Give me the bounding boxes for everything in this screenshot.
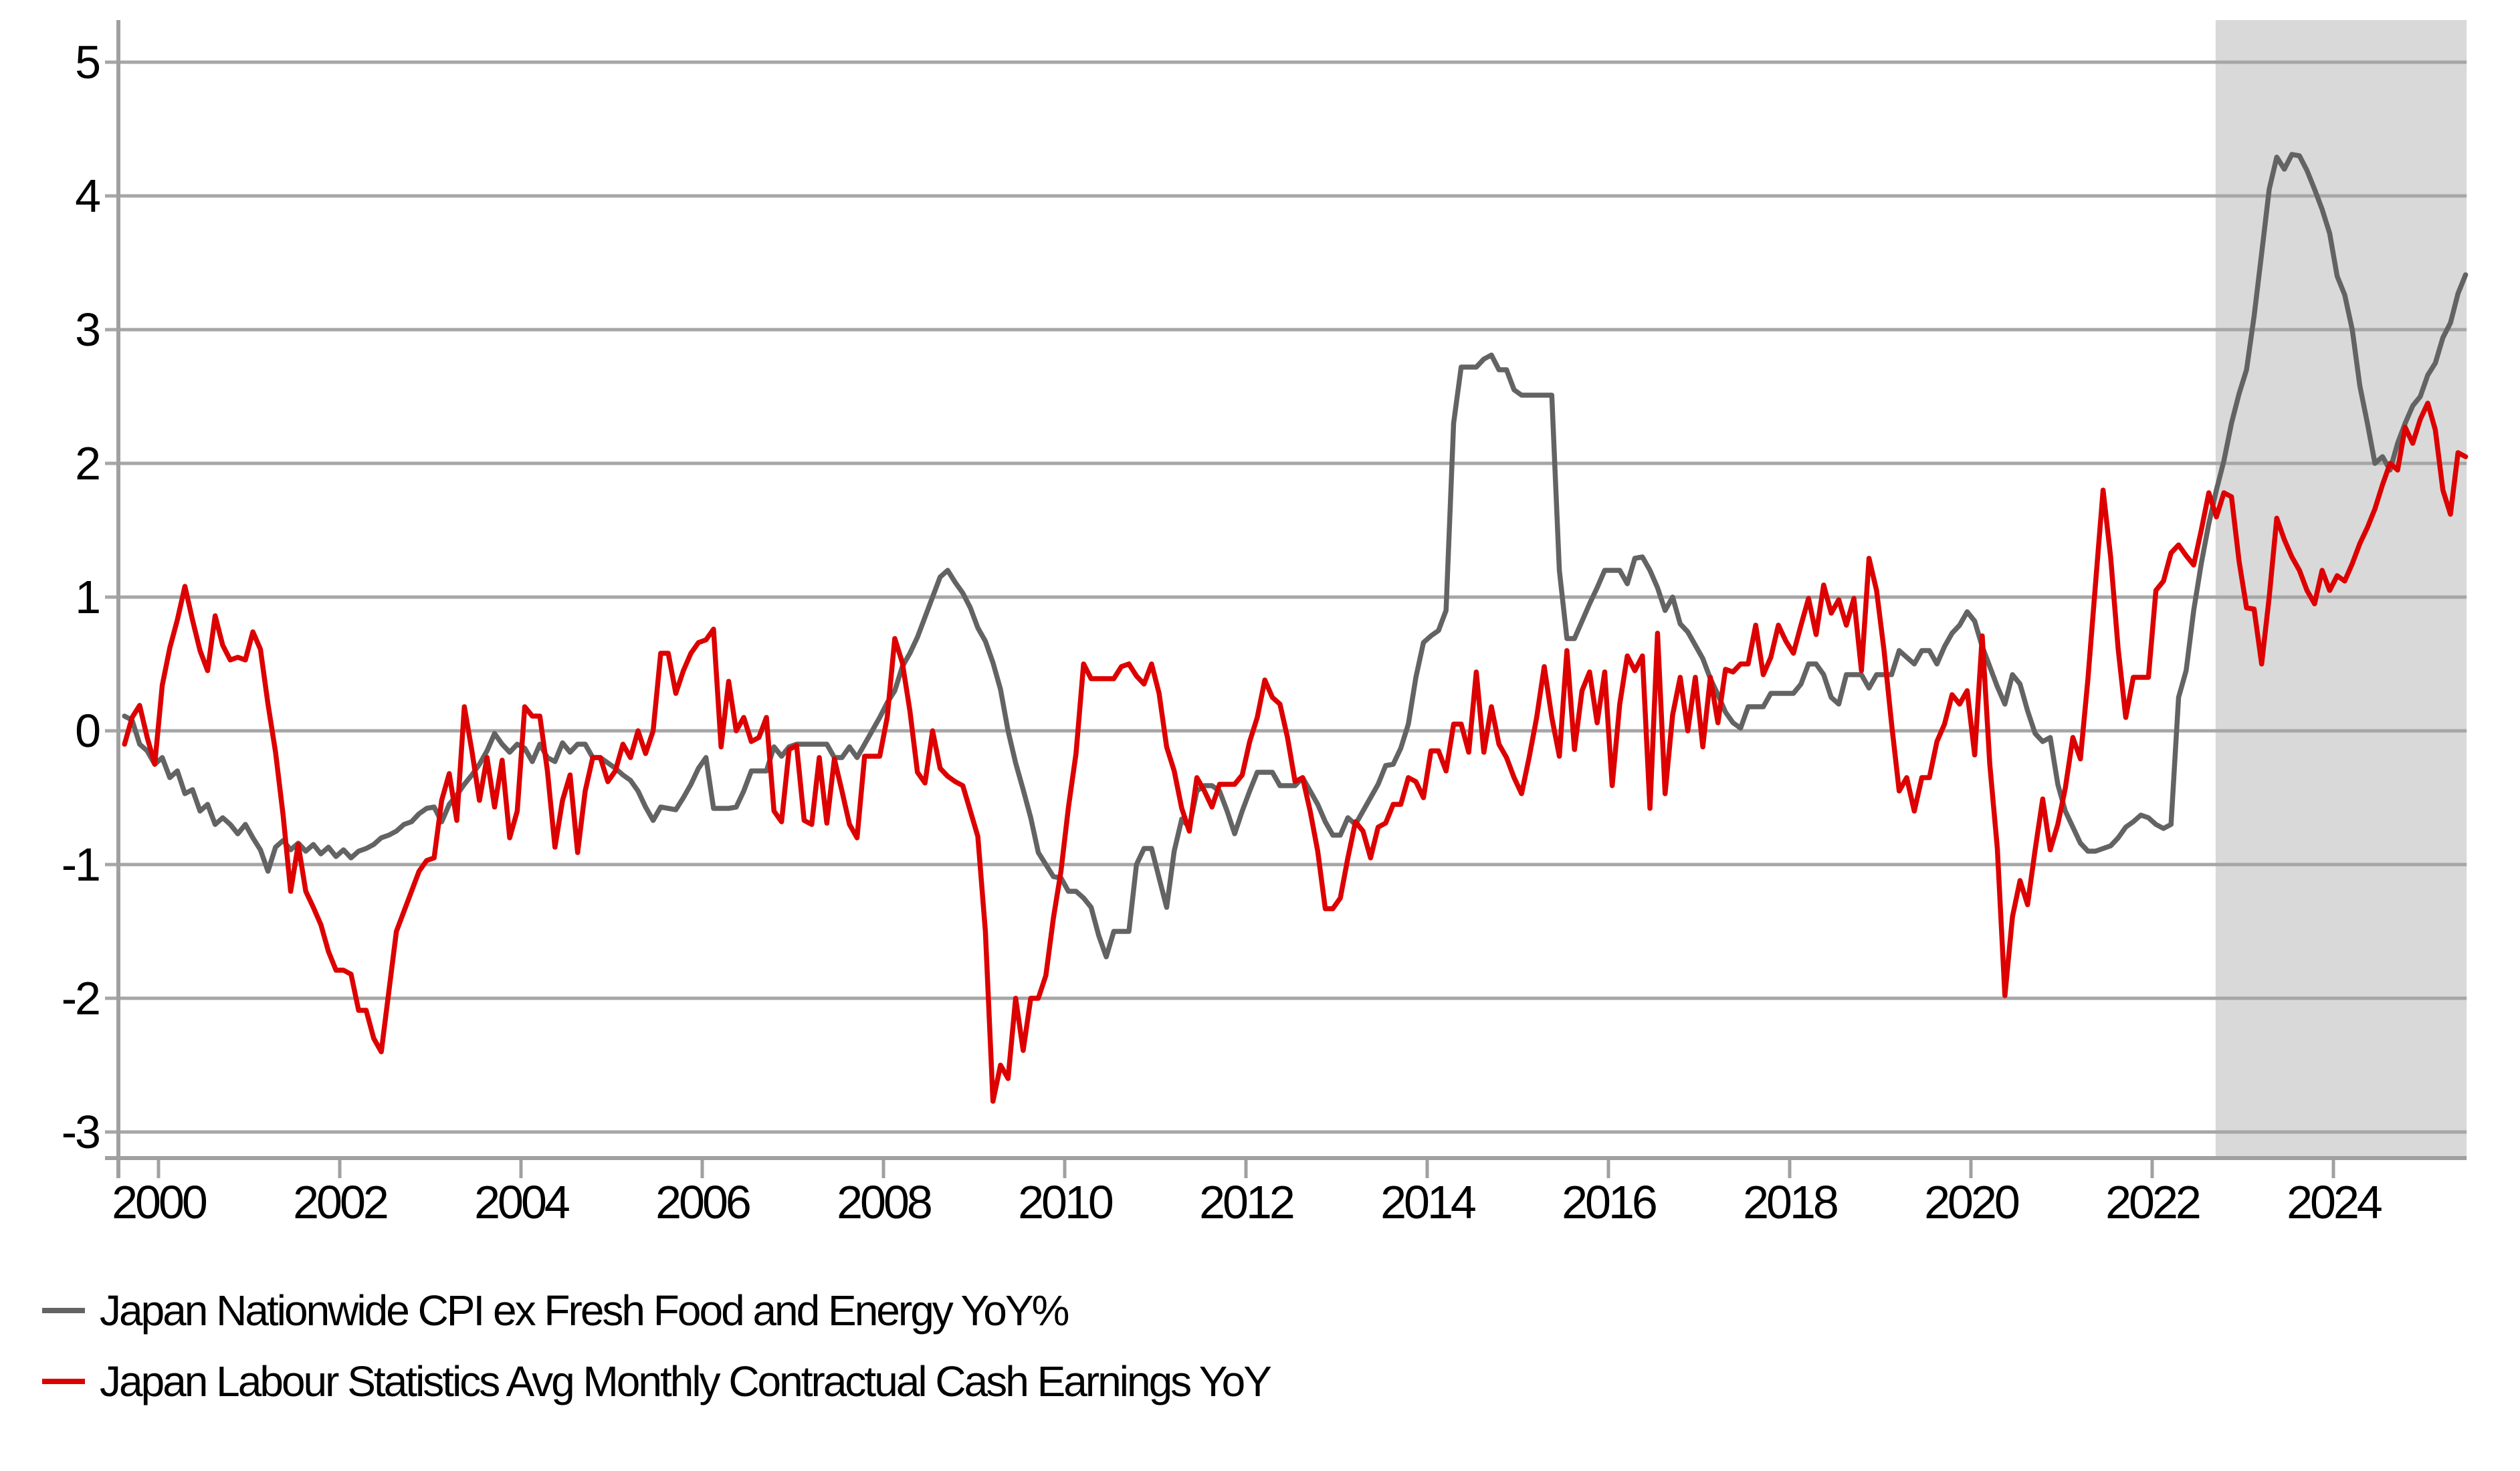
x-tick-label-2010: 2010	[1018, 1176, 1113, 1228]
y-tick-label: -1	[62, 838, 99, 891]
x-tick-label-2014: 2014	[1380, 1176, 1475, 1228]
y-tick-label: 3	[75, 304, 99, 356]
cpi-line-series	[122, 152, 2469, 959]
cpi-line-swatch	[42, 1308, 85, 1313]
x-tick-label-2004: 2004	[474, 1176, 569, 1228]
x-tick-label-2022: 2022	[2105, 1176, 2200, 1228]
x-tick-label-2016: 2016	[1562, 1176, 1656, 1228]
legend-label-earnings: Japan Labour Statistics Avg Monthly Cont…	[100, 1357, 1272, 1405]
y-tick-label: -2	[62, 972, 99, 1024]
earnings-line-swatch	[42, 1379, 85, 1384]
x-tick-label-2012: 2012	[1199, 1176, 1293, 1228]
highlight-band	[2215, 20, 2467, 1158]
legend-item-cpi: Japan Nationwide CPI ex Fresh Food and E…	[42, 1286, 1069, 1335]
x-tick-label-2000: 2000	[112, 1176, 207, 1228]
y-tick-label: 5	[75, 36, 99, 88]
x-tick-label-2006: 2006	[655, 1176, 750, 1228]
x-tick-label-2018: 2018	[1743, 1176, 1837, 1228]
y-tick-label: 1	[75, 571, 99, 623]
y-tick-label: -3	[62, 1106, 99, 1158]
x-tick-label-2024: 2024	[2287, 1176, 2382, 1228]
earnings-line-series	[122, 401, 2469, 1104]
legend-item-earnings: Japan Labour Statistics Avg Monthly Cont…	[42, 1357, 1272, 1405]
legend-label-cpi: Japan Nationwide CPI ex Fresh Food and E…	[100, 1286, 1069, 1335]
y-tick-label: 0	[75, 705, 100, 757]
x-tick-label-2002: 2002	[293, 1176, 387, 1228]
y-tick-label: 2	[75, 437, 99, 489]
x-tick-label-2008: 2008	[837, 1176, 931, 1228]
y-tick-label: 4	[75, 170, 100, 222]
x-tick-label-2020: 2020	[1924, 1176, 2019, 1228]
